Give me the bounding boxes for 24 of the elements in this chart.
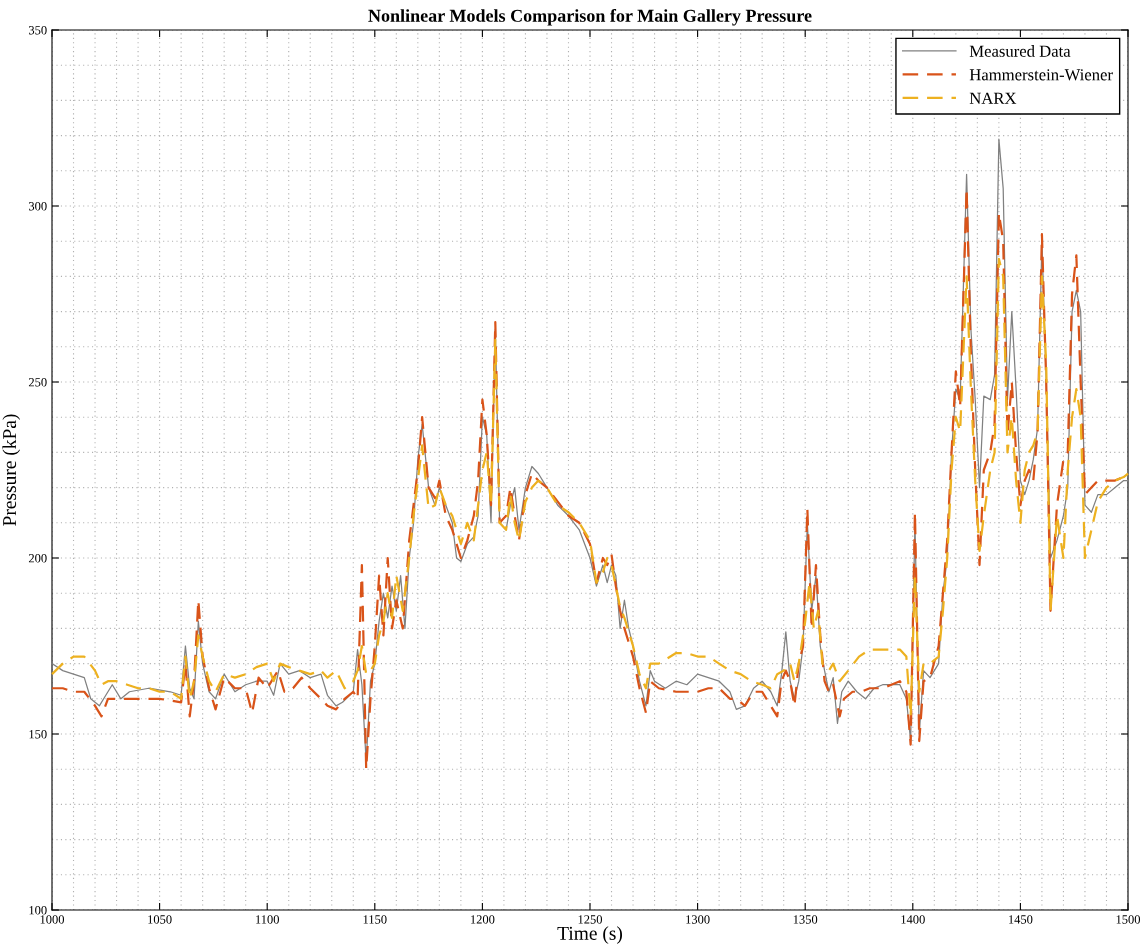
chart-title: Nonlinear Models Comparison for Main Gallery Pressure (368, 8, 812, 26)
legend-label: Measured Data (969, 45, 1071, 57)
y-tick-label: 300 (28, 202, 47, 211)
x-axis-title: Time (s) (557, 926, 623, 944)
x-tick-label: 1450 (1009, 915, 1033, 924)
x-tick-label: 1250 (578, 915, 603, 924)
x-tick-label: 1050 (148, 915, 172, 924)
y-tick-label: 250 (28, 378, 47, 387)
y-tick-label: 200 (28, 554, 47, 563)
x-tick-label: 1100 (256, 915, 279, 924)
legend-label: Hammerstein-Wiener (969, 69, 1113, 81)
line-series (50, 257, 1130, 718)
x-tick-label: 1500 (1116, 915, 1141, 924)
x-tick-label: 1350 (793, 915, 818, 924)
y-tick-label: 150 (29, 730, 47, 739)
x-tick-label: 1400 (901, 915, 925, 924)
legend-label: NARX (969, 92, 1017, 104)
y-tick-label: 350 (28, 26, 47, 35)
x-tick-label: 1150 (363, 915, 387, 924)
x-tick-label: 1200 (471, 915, 495, 924)
y-tick-label: 100 (29, 906, 47, 915)
x-tick-label: 1000 (40, 915, 65, 924)
x-tick-label: 1300 (686, 915, 710, 924)
y-axis-title: Pressure (kPa) (2, 414, 21, 526)
